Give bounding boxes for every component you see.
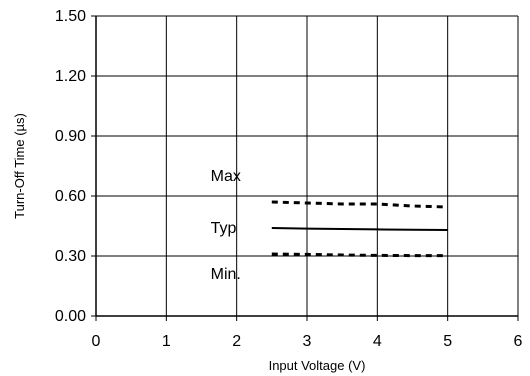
x-tick-label: 2	[232, 333, 241, 350]
x-tick-label: 3	[303, 333, 312, 350]
y-axis-title: Turn-Off Time (µs)	[12, 113, 27, 219]
annotation-max: Max	[211, 168, 241, 185]
series-line-typ	[271, 227, 448, 231]
grid-lines	[96, 15, 519, 316]
annotation-min: Min.	[211, 266, 241, 283]
series-line-max	[271, 200, 448, 209]
series-line-min	[271, 252, 448, 258]
x-tick-label: 4	[373, 333, 382, 350]
annotation-typ: Typ	[211, 220, 237, 237]
x-tick-label: 6	[514, 333, 523, 350]
y-tick-label: 0.60	[55, 188, 86, 205]
x-axis-title: Input Voltage (V)	[269, 358, 366, 373]
x-tick-label: 1	[162, 333, 171, 350]
axis-titles: Input Voltage (V) Turn-Off Time (µs)	[12, 113, 365, 373]
x-tick-label: 5	[443, 333, 452, 350]
y-tick-label: 1.50	[55, 8, 86, 25]
tick-labels: 0 1 2 3 4 5 6 0.00 0.30 0.60 0.90 1.20 1.50	[55, 8, 523, 350]
y-tick-label: 0.30	[55, 248, 86, 265]
x-tick-label: 0	[92, 333, 101, 350]
y-tick-label: 0.90	[55, 128, 86, 145]
y-tick-label: 0.00	[55, 308, 86, 325]
y-tick-label: 1.20	[55, 68, 86, 85]
axes	[91, 15, 519, 321]
data-series	[271, 200, 448, 258]
series-annotations: Max Typ Min.	[211, 168, 241, 283]
